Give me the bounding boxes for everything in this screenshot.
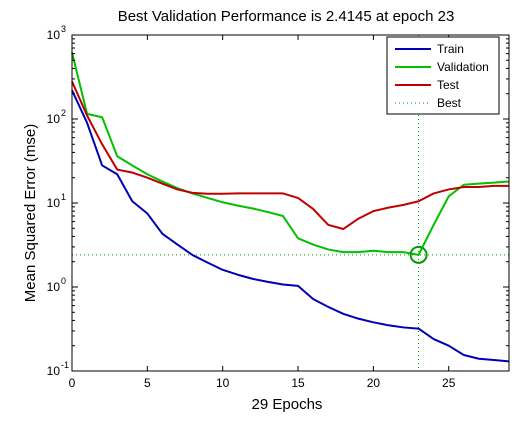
series-line-validation [71,52,510,256]
y-tick-label: 10 [47,112,61,126]
legend-label-test: Test [437,78,460,92]
y-axis-label: Mean Squared Error (mse) [22,124,39,302]
series-line-test [71,81,509,231]
series-lines [71,52,510,363]
chart-title: Best Validation Performance is 2.4145 at… [118,8,455,25]
y-tick-exponent: -1 [61,360,69,370]
best-circle-group [409,245,428,264]
legend-label-validation: Validation [437,60,489,74]
y-tick-label: 10 [47,280,61,294]
y-tick-label: 10 [47,196,61,210]
y-tick-label: 10 [47,28,61,42]
x-axis-ticks: 0 5 10 15 20 25 [69,35,456,390]
best-point-marker [409,245,428,264]
x-tick-label: 20 [367,376,381,390]
y-tick-exponent: 0 [61,276,66,286]
x-tick-label: 0 [69,376,76,390]
x-tick-label: 10 [216,376,230,390]
legend-label-best: Best [437,96,462,110]
legend-label-train: Train [437,42,464,56]
x-axis-label: 29 Epochs [252,396,323,413]
y-tick-exponent: 1 [61,192,66,202]
x-tick-label: 15 [291,376,305,390]
y-tick-exponent: 3 [61,24,66,34]
y-tick-exponent: 2 [61,108,66,118]
legend: Train Validation Test Best [386,36,500,115]
y-tick-label: 10 [47,364,61,378]
series-line-train [71,89,510,363]
x-tick-label: 5 [144,376,151,390]
x-tick-label: 25 [442,376,456,390]
